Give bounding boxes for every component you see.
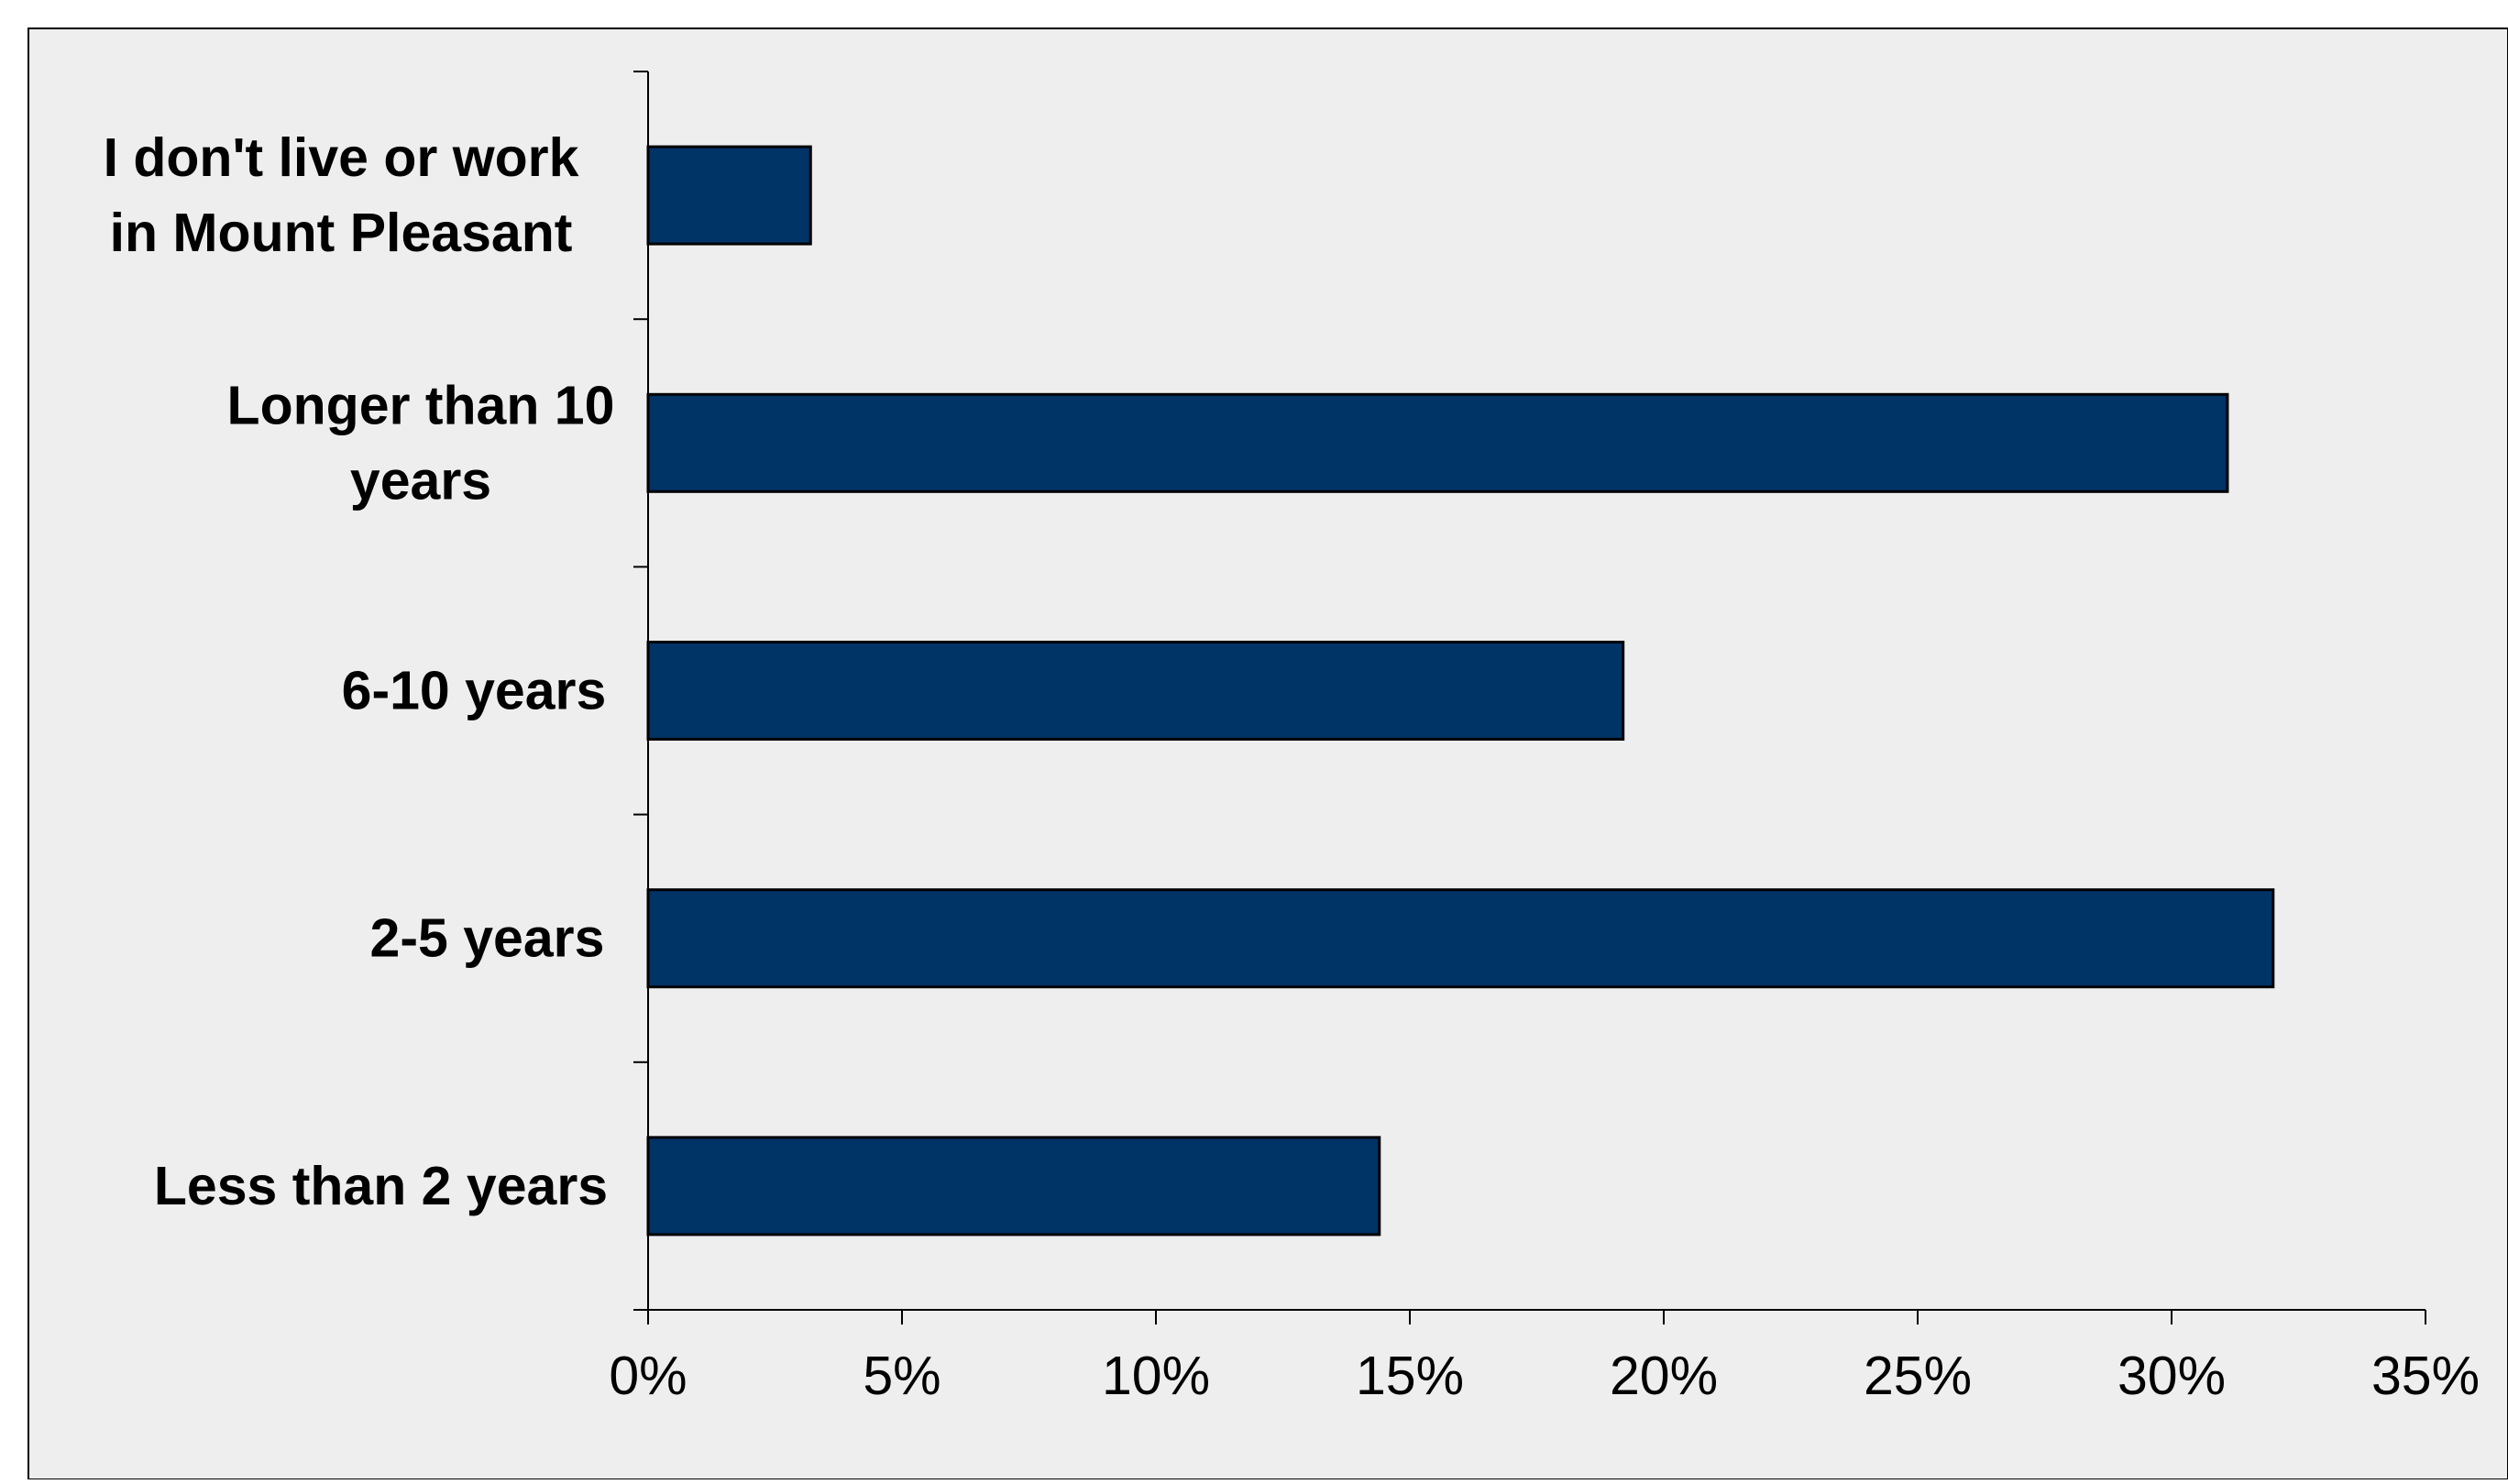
category-label-line: Less than 2 years xyxy=(154,1156,608,1216)
category-label-line: 6-10 years xyxy=(342,661,607,721)
category-label: Longer than 10 years xyxy=(227,375,615,511)
x-tick-label: 5% xyxy=(863,1346,940,1406)
category-label-line: in Mount Pleasant xyxy=(110,203,573,263)
axes-layer xyxy=(633,71,2426,1325)
category-label-line: years xyxy=(350,450,491,511)
category-label-line: I don't live or work xyxy=(104,127,579,188)
bar xyxy=(646,145,812,246)
x-tick-label: 10% xyxy=(1102,1346,1210,1406)
category-label: I don't live or work in Mount Pleasant xyxy=(104,127,579,263)
category-label-line: Longer than 10 xyxy=(227,375,615,435)
bar xyxy=(646,888,2275,989)
category-label-line: 2-5 years xyxy=(370,908,605,969)
bar xyxy=(646,1136,1381,1237)
x-tick-label: 20% xyxy=(1610,1346,1718,1406)
bars-layer xyxy=(646,145,2275,1237)
labels-layer: I don't live or work in Mount Pleasant Lon… xyxy=(104,127,2480,1406)
category-label: 2-5 years xyxy=(370,908,605,969)
category-label: Less than 2 years xyxy=(154,1156,608,1216)
x-tick-label: 35% xyxy=(2371,1346,2480,1406)
x-tick-label: 15% xyxy=(1356,1346,1464,1406)
x-tick-label: 0% xyxy=(609,1346,687,1406)
category-label: 6-10 years xyxy=(342,661,607,721)
x-tick-label: 25% xyxy=(1864,1346,1972,1406)
bar xyxy=(646,641,1625,741)
bar xyxy=(646,392,2229,493)
plot-background xyxy=(28,27,2508,1480)
x-tick-label: 30% xyxy=(2118,1346,2226,1406)
